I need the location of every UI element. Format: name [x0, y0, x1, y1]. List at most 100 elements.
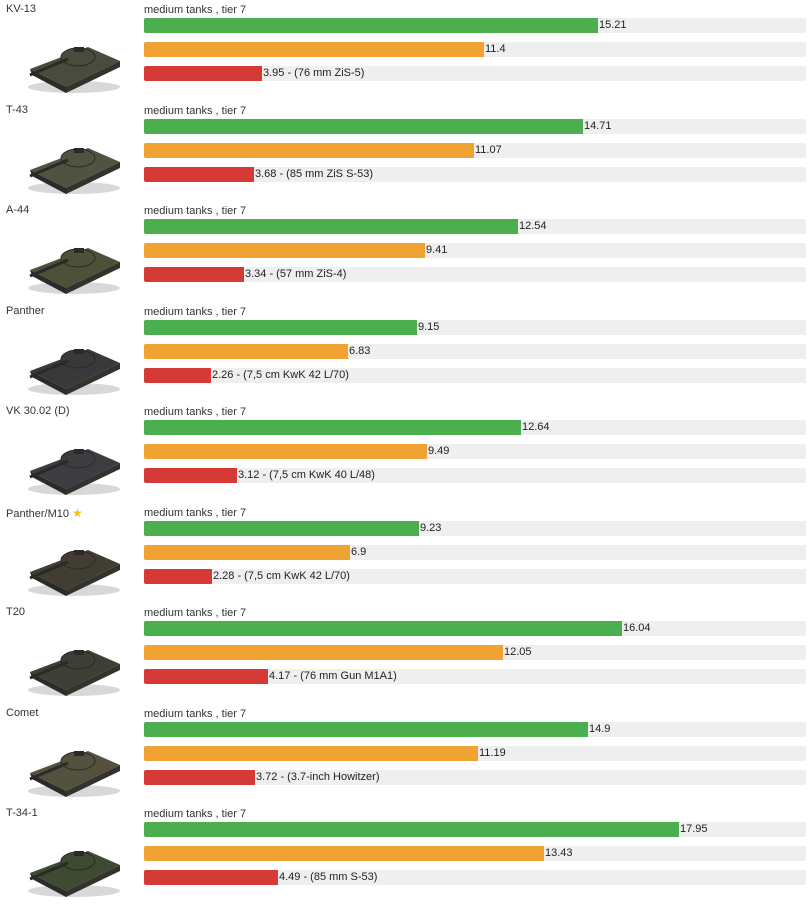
secondary-bar-value: 9.41 — [426, 244, 448, 256]
tank-row: T-43 medium tanks , tier 7 14.71 11.07 3.68 … — [0, 101, 809, 202]
tank-comet-icon[interactable] — [16, 721, 126, 805]
primary-bar-value: 16.04 — [623, 622, 651, 634]
tank-class-label: medium tanks , tier 7 — [144, 808, 247, 820]
tertiary-bar-fill — [144, 870, 278, 885]
tank-vk3002d-icon[interactable] — [16, 419, 126, 503]
secondary-bar-track: 11.19 — [144, 745, 806, 761]
tank-name-text: T-34-1 — [6, 807, 38, 819]
primary-bar-fill — [144, 319, 417, 335]
secondary-bar-fill — [144, 42, 484, 57]
tank-class-label: medium tanks , tier 7 — [144, 4, 247, 16]
primary-bar-track: 9.23 — [144, 520, 806, 536]
secondary-bar-fill — [144, 343, 348, 359]
tank-panther-icon[interactable] — [16, 319, 126, 403]
secondary-bar-value: 6.9 — [351, 545, 367, 558]
tertiary-bar-value: 4.49 - (85 mm S-53) — [279, 871, 378, 883]
tertiary-bar-fill — [144, 267, 244, 282]
primary-bar-fill — [144, 118, 583, 134]
tank-class-label: medium tanks , tier 7 — [144, 506, 247, 519]
tertiary-bar-track: 3.12 - (7,5 cm KwK 40 L/48) — [144, 468, 806, 483]
secondary-bar-track: 9.41 — [144, 243, 806, 258]
tertiary-bar-track: 2.28 - (7,5 cm KwK 42 L/70) — [144, 568, 806, 584]
tank-panther-m10-icon[interactable] — [16, 520, 126, 604]
secondary-bar-value: 13.43 — [545, 847, 573, 859]
tank-name-text: VK 30.02 (D) — [6, 405, 70, 417]
primary-bar-value: 17.95 — [680, 823, 708, 835]
tertiary-bar-track: 2.26 - (7,5 cm KwK 42 L/70) — [144, 367, 806, 383]
primary-bar-fill — [144, 822, 679, 837]
primary-bar-value: 12.54 — [519, 220, 547, 232]
tank-name[interactable]: A-44 — [6, 204, 29, 216]
primary-bar-value: 9.15 — [418, 320, 440, 333]
tank-name[interactable]: T-43 — [6, 104, 28, 116]
tank-name[interactable]: VK 30.02 (D) — [6, 405, 70, 417]
primary-bar-value: 14.71 — [584, 119, 612, 132]
tank-name[interactable]: T-34-1 — [6, 807, 38, 819]
tank-row: Comet medium tanks , tier 7 14.9 11.19 3.72 … — [0, 704, 809, 805]
tertiary-bar-value: 2.26 - (7,5 cm KwK 42 L/70) — [212, 368, 349, 381]
primary-bar-track: 14.71 — [144, 118, 806, 134]
tertiary-bar-value: 3.68 - (85 mm ZiS S-53) — [255, 167, 373, 180]
secondary-bar-fill — [144, 142, 474, 158]
secondary-bar-fill — [144, 243, 425, 258]
tank-t43-icon[interactable] — [16, 118, 126, 202]
tank-name[interactable]: Panther/M10 ★ — [6, 506, 83, 520]
primary-bar-fill — [144, 520, 419, 536]
tank-name[interactable]: T20 — [6, 606, 25, 618]
primary-bar-value: 9.23 — [420, 521, 442, 534]
tank-name-text: A-44 — [6, 204, 30, 216]
primary-bar-track: 15.21 — [144, 18, 806, 33]
tank-kv13-icon[interactable] — [16, 17, 126, 101]
primary-bar-track: 12.64 — [144, 420, 806, 435]
secondary-bar-fill — [144, 544, 350, 560]
tertiary-bar-track: 3.34 - (57 mm ZiS-4) — [144, 267, 806, 282]
secondary-bar-fill — [144, 444, 427, 459]
secondary-bar-value: 11.07 — [475, 143, 502, 156]
primary-bar-fill — [144, 219, 518, 234]
tertiary-bar-fill — [144, 367, 211, 383]
primary-bar-track: 17.95 — [144, 822, 806, 837]
tank-name[interactable]: Panther — [6, 305, 45, 317]
tank-name-text: Panther — [6, 304, 45, 317]
tertiary-bar-fill — [144, 166, 254, 182]
tank-t341-icon[interactable] — [16, 821, 126, 905]
tertiary-bar-fill — [144, 669, 268, 684]
secondary-bar-track: 9.49 — [144, 444, 806, 459]
tertiary-bar-value: 3.12 - (7,5 cm KwK 40 L/48) — [238, 469, 375, 481]
tank-row: VK 30.02 (D) medium tanks , tier 7 12.64 9.… — [0, 402, 809, 503]
tank-name-text: Comet — [6, 706, 39, 719]
tank-row: T-34-1 medium tanks , tier 7 17.95 13.43 4.4… — [0, 804, 809, 905]
tank-name[interactable]: Comet — [6, 707, 38, 719]
tertiary-bar-value: 3.72 - (3.7-inch Howitzer) — [256, 770, 380, 783]
tank-class-label: medium tanks , tier 7 — [144, 104, 247, 117]
tank-name-text: T20 — [6, 606, 25, 618]
primary-bar-fill — [144, 18, 598, 33]
tank-class-label: medium tanks , tier 7 — [144, 305, 247, 318]
secondary-bar-value: 12.05 — [504, 646, 532, 658]
tank-name-text: Panther/M10 — [6, 507, 69, 520]
secondary-bar-fill — [144, 645, 503, 660]
tank-class-label: medium tanks , tier 7 — [144, 205, 247, 217]
tank-row: KV-13 medium tanks , tier 7 15.21 11.4 3.95 … — [0, 0, 809, 101]
primary-bar-value: 14.9 — [589, 722, 611, 735]
tank-class-label: medium tanks , tier 7 — [144, 607, 247, 619]
tank-t20-icon[interactable] — [16, 620, 126, 704]
primary-bar-track: 14.9 — [144, 721, 806, 737]
tertiary-bar-fill — [144, 468, 237, 483]
primary-bar-fill — [144, 420, 521, 435]
secondary-bar-value: 6.83 — [349, 344, 371, 357]
tank-name-text: T-43 — [6, 103, 29, 116]
tank-name[interactable]: KV-13 — [6, 3, 36, 15]
secondary-bar-track: 11.4 — [144, 42, 806, 57]
tank-name-text: KV-13 — [6, 3, 36, 15]
secondary-bar-value: 11.4 — [485, 43, 506, 55]
tank-row: Panther/M10 ★ medium tanks , tier 7 9.23 6.9… — [0, 503, 809, 604]
primary-bar-fill — [144, 721, 588, 737]
secondary-bar-track: 6.9 — [144, 544, 806, 560]
tertiary-bar-track: 3.95 - (76 mm ZiS-5) — [144, 66, 806, 81]
tertiary-bar-track: 4.49 - (85 mm S-53) — [144, 870, 806, 885]
primary-bar-track: 9.15 — [144, 319, 806, 335]
tertiary-bar-value: 3.95 - (76 mm ZiS-5) — [263, 67, 365, 79]
tank-a44-icon[interactable] — [16, 218, 126, 302]
